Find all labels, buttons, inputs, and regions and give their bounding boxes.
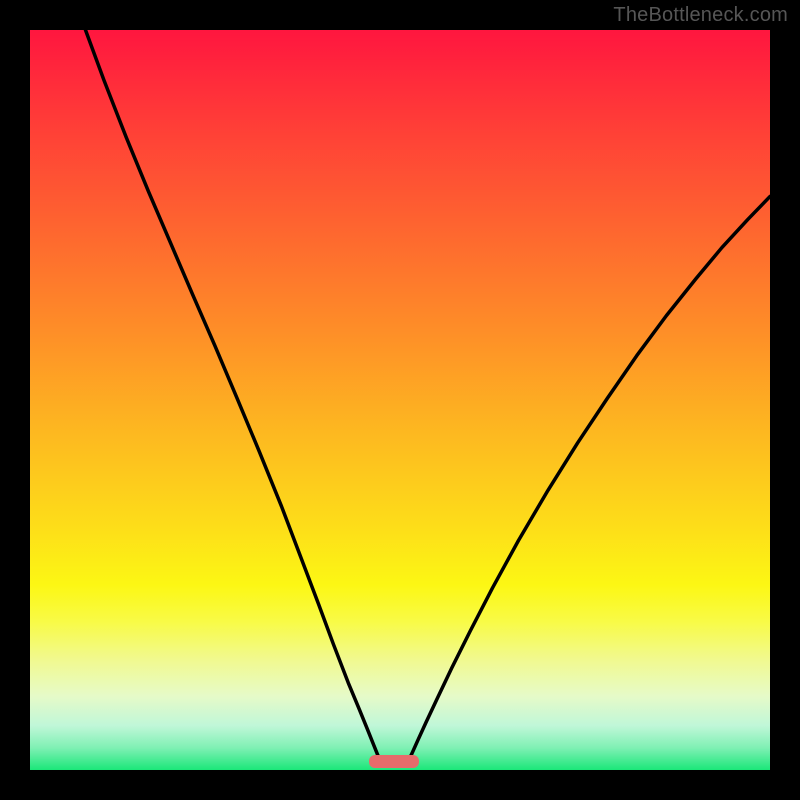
- optimal-marker: [369, 755, 419, 768]
- plot-area: [30, 30, 770, 770]
- chart-container: TheBottleneck.com: [0, 0, 800, 800]
- bottleneck-curve-right: [407, 197, 770, 763]
- curve-overlay: [30, 30, 770, 770]
- watermark-text: TheBottleneck.com: [613, 4, 788, 27]
- bottleneck-curve-left: [86, 30, 382, 763]
